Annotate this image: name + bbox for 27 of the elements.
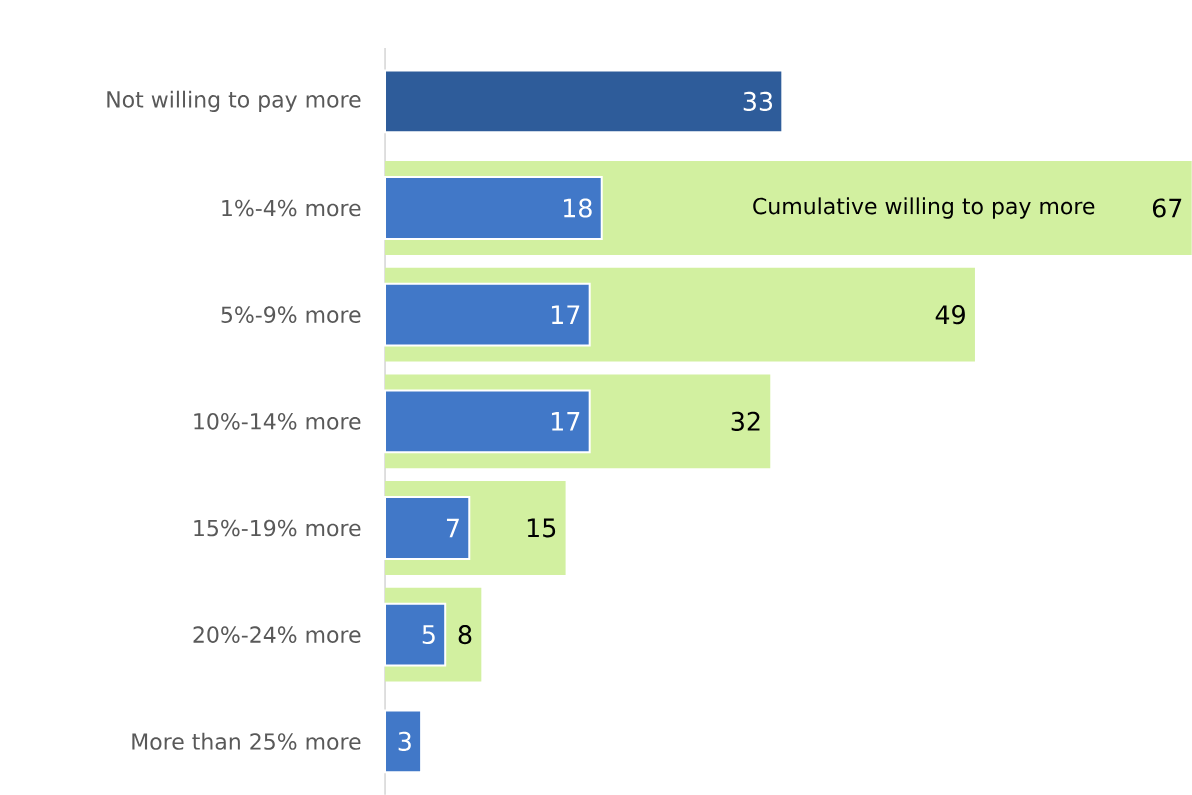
data-label: 32 bbox=[731, 411, 760, 431]
y-tick-label: Not willing to pay more bbox=[107, 90, 361, 112]
y-tick-label: 20%-24% more bbox=[193, 626, 361, 643]
y-tick-label: 1%-4% more bbox=[222, 199, 361, 217]
data-label: 49 bbox=[935, 305, 965, 325]
data-label: 8 bbox=[458, 625, 472, 645]
bar bbox=[384, 709, 423, 774]
data-label: 3 bbox=[398, 731, 411, 751]
bar bbox=[384, 282, 591, 347]
series-label: Cumulative willing to pay more bbox=[753, 197, 1095, 219]
data-label: 17 bbox=[551, 305, 580, 324]
bar bbox=[384, 495, 471, 560]
y-tick-label: 15%-19% more bbox=[194, 519, 361, 537]
data-label: 67 bbox=[1152, 198, 1182, 218]
y-tick-label: 10%-14% more bbox=[194, 412, 361, 430]
y-tick-label: More than 25% more bbox=[132, 732, 361, 750]
data-label: 18 bbox=[564, 198, 592, 218]
bar bbox=[384, 175, 603, 240]
bar bbox=[384, 69, 784, 134]
data-label: 33 bbox=[743, 91, 773, 111]
data-label: 5 bbox=[422, 625, 435, 644]
bar bbox=[384, 602, 447, 667]
y-tick-label: 5%-9% more bbox=[221, 306, 361, 323]
bar bbox=[384, 389, 591, 454]
data-label: 7 bbox=[446, 518, 459, 538]
data-label: 17 bbox=[551, 412, 580, 431]
data-label: 15 bbox=[527, 518, 556, 538]
